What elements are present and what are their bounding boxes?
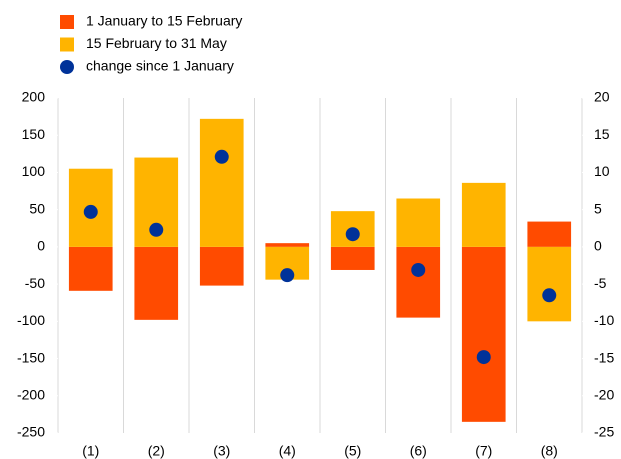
legend-label: 15 February to 31 May bbox=[86, 35, 227, 51]
bar bbox=[330, 246, 375, 270]
y2-tick-label: 5 bbox=[594, 200, 602, 216]
dot bbox=[83, 204, 98, 219]
y-tick-label: 200 bbox=[22, 89, 46, 105]
y2-tick-label: 0 bbox=[594, 238, 602, 254]
y-tick-label: 100 bbox=[22, 163, 46, 179]
y2-tick-label: 15 bbox=[594, 126, 610, 142]
y2-tick-label: 20 bbox=[594, 89, 610, 105]
y2-tick-label: -15 bbox=[594, 349, 614, 365]
legend-marker bbox=[60, 37, 74, 52]
y-tick-label: -50 bbox=[25, 275, 45, 291]
bar bbox=[134, 246, 179, 320]
x-tick-label: (5) bbox=[344, 443, 361, 459]
x-tick-label: (3) bbox=[213, 443, 230, 459]
x-tick-label: (1) bbox=[82, 443, 99, 459]
bar bbox=[461, 246, 506, 422]
x-tick-label: (2) bbox=[148, 443, 165, 459]
dot bbox=[149, 222, 164, 237]
y-tick-label: 50 bbox=[29, 200, 45, 216]
y2-tick-label: -10 bbox=[594, 312, 614, 328]
y2-tick-label: 10 bbox=[594, 163, 610, 179]
y-tick-label: -100 bbox=[17, 312, 45, 328]
bar bbox=[265, 243, 310, 247]
y-tick-label: -150 bbox=[17, 349, 45, 365]
bar bbox=[68, 246, 113, 291]
bar bbox=[527, 246, 572, 322]
y-tick-label: 150 bbox=[22, 126, 46, 142]
y2-tick-label: -20 bbox=[594, 386, 614, 402]
dot bbox=[411, 262, 426, 277]
bar bbox=[199, 246, 244, 286]
x-tick-label: (6) bbox=[410, 443, 427, 459]
legend-label: 1 January to 15 February bbox=[86, 13, 242, 29]
dot bbox=[280, 268, 295, 283]
x-tick-label: (7) bbox=[475, 443, 492, 459]
bar bbox=[461, 182, 506, 247]
bar bbox=[527, 221, 572, 247]
bar bbox=[199, 118, 244, 247]
y-tick-label: -200 bbox=[17, 386, 45, 402]
y-tick-label: 0 bbox=[37, 238, 45, 254]
y2-tick-label: -25 bbox=[594, 424, 614, 440]
y-tick-label: -250 bbox=[17, 424, 45, 440]
y2-tick-label: -5 bbox=[594, 275, 607, 291]
legend-label: change since 1 January bbox=[86, 58, 234, 74]
dot bbox=[476, 350, 491, 365]
bar bbox=[396, 246, 441, 318]
dot bbox=[345, 227, 360, 242]
legend-marker bbox=[60, 60, 74, 74]
dot bbox=[214, 149, 229, 164]
dot bbox=[542, 288, 557, 303]
legend-marker bbox=[60, 15, 74, 29]
x-tick-label: (8) bbox=[541, 443, 558, 459]
bar bbox=[396, 198, 441, 247]
x-tick-label: (4) bbox=[279, 443, 296, 459]
